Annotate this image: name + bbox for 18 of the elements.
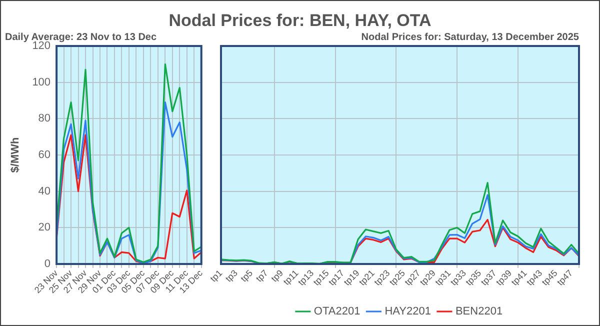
text: Nodal Prices for: BEN, HAY, OTA <box>168 11 432 31</box>
chart-subtitle: Nodal Prices for: Saturday, 13 December 2025 <box>361 32 580 43</box>
x-tick-label: tp1 <box>208 268 224 284</box>
y-tick-label: 0 <box>44 258 51 270</box>
y-tick-label: 100 <box>32 76 51 88</box>
legend-label: OTA2201 <box>314 306 360 318</box>
y-axis-title: $/MWh <box>10 137 22 173</box>
y-tick-label: 120 <box>32 40 51 52</box>
chart-subtitle: Daily Average: 23 Nov to 13 Dec <box>5 32 157 43</box>
legend-label: BEN2201 <box>455 306 503 318</box>
y-tick-label: 40 <box>38 185 51 198</box>
y-tick-label: 60 <box>38 149 51 162</box>
x-tick-label: tp7 <box>254 268 270 284</box>
y-tick-label: 80 <box>38 112 51 125</box>
y-tick-label: 20 <box>38 222 51 234</box>
x-tick-label: tp3 <box>223 268 240 284</box>
x-tick-label: tp5 <box>238 268 255 284</box>
legend-label: HAY2201 <box>384 306 431 318</box>
